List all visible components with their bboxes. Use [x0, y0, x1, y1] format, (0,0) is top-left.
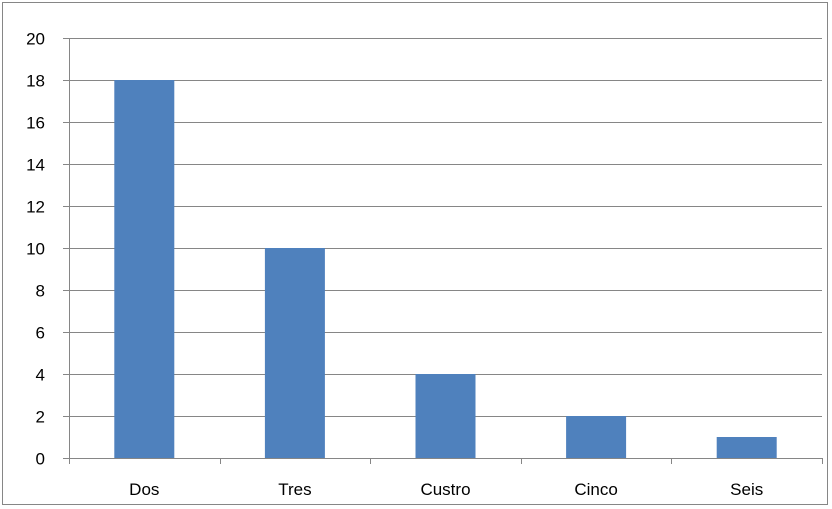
bar-custro — [415, 374, 476, 458]
axes — [63, 38, 823, 464]
x-tick-label-dos: Dos — [129, 480, 159, 499]
y-tick-label-10: 10 — [26, 240, 45, 259]
y-tick-label-18: 18 — [26, 72, 45, 91]
y-tick-label-0: 0 — [36, 450, 45, 469]
x-tick-label-tres: Tres — [278, 480, 311, 499]
y-tick-label-8: 8 — [36, 282, 45, 301]
y-tick-label-20: 20 — [26, 30, 45, 49]
y-tick-label-4: 4 — [36, 366, 45, 385]
bar-cinco — [566, 416, 627, 458]
bar-tres — [264, 248, 325, 458]
bar-dos — [114, 80, 175, 458]
y-tick-label-16: 16 — [26, 114, 45, 133]
x-tick-label-seis: Seis — [730, 480, 763, 499]
y-tick-label-6: 6 — [36, 324, 45, 343]
y-tick-labels: 0 2 4 6 8 10 12 14 16 18 20 — [26, 30, 45, 469]
bar-seis — [716, 437, 777, 458]
bars — [114, 80, 777, 458]
y-tick-label-12: 12 — [26, 198, 45, 217]
y-tick-label-2: 2 — [36, 408, 45, 427]
gridlines — [69, 38, 822, 417]
x-tick-labels: Dos Tres Custro Cinco Seis — [129, 480, 763, 499]
y-tick-label-14: 14 — [26, 156, 45, 175]
x-tick-label-custro: Custro — [420, 480, 470, 499]
x-tick-label-cinco: Cinco — [574, 480, 617, 499]
